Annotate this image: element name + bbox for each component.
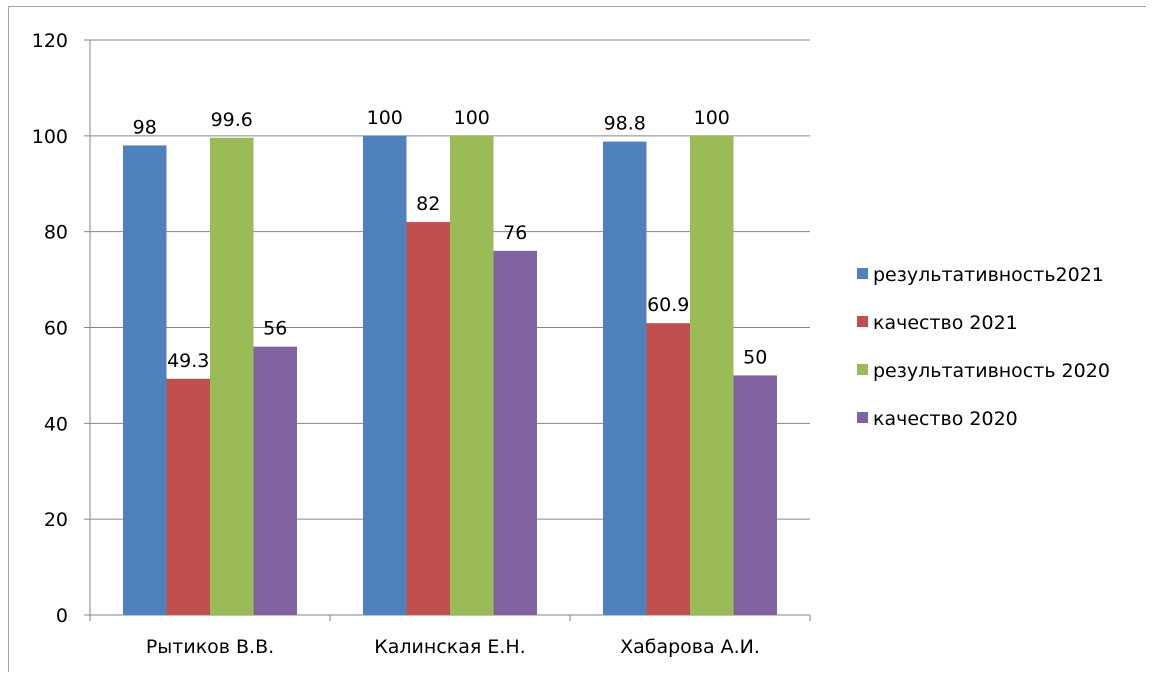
data-label: 100 — [367, 107, 403, 129]
legend-swatch — [857, 364, 868, 375]
data-label: 100 — [454, 107, 490, 129]
data-label: 76 — [503, 222, 527, 244]
legend-label: качество 2020 — [873, 408, 1018, 430]
bar[interactable] — [646, 323, 691, 615]
legend-label: результативность 2020 — [873, 360, 1110, 382]
legend-swatch — [857, 316, 868, 327]
category-label: Калинская Е.Н. — [374, 636, 525, 658]
legend-swatch — [857, 268, 868, 279]
data-label: 99.6 — [211, 109, 253, 131]
y-tick-label: 100 — [32, 126, 68, 148]
data-label: 56 — [263, 318, 287, 340]
y-tick-label: 0 — [56, 605, 68, 627]
y-tick-label: 40 — [44, 413, 68, 435]
data-label: 60.9 — [647, 294, 689, 316]
bar[interactable] — [493, 250, 538, 616]
bar[interactable] — [603, 141, 647, 616]
legend-label: качество 2021 — [873, 312, 1018, 334]
data-label: 50 — [743, 346, 767, 368]
data-label: 98 — [133, 116, 157, 138]
data-label: 100 — [694, 107, 730, 129]
data-label: 49.3 — [167, 350, 209, 372]
bar[interactable] — [363, 135, 407, 616]
y-tick-label: 60 — [44, 318, 68, 340]
data-label: 98.8 — [604, 113, 646, 135]
data-label: 82 — [416, 193, 440, 215]
bar[interactable] — [733, 375, 778, 615]
bar[interactable] — [406, 222, 451, 616]
bar[interactable] — [253, 346, 298, 615]
y-tick-label: 20 — [44, 509, 68, 531]
y-tick-label: 120 — [32, 30, 68, 52]
category-label: Рытиков В.В. — [146, 636, 274, 658]
bar[interactable] — [210, 137, 254, 615]
category-label: Хабарова А.И. — [620, 636, 760, 658]
bar[interactable] — [690, 135, 734, 616]
chart-frame — [8, 6, 1146, 672]
bar[interactable] — [450, 135, 494, 616]
legend-swatch — [857, 412, 868, 423]
legend-label: результативность2021 — [873, 264, 1104, 286]
bar[interactable] — [123, 145, 167, 615]
bar[interactable] — [166, 378, 211, 615]
y-tick-label: 80 — [44, 222, 68, 244]
